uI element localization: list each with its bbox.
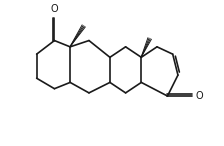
- Text: O: O: [196, 91, 203, 101]
- Text: O: O: [51, 4, 58, 14]
